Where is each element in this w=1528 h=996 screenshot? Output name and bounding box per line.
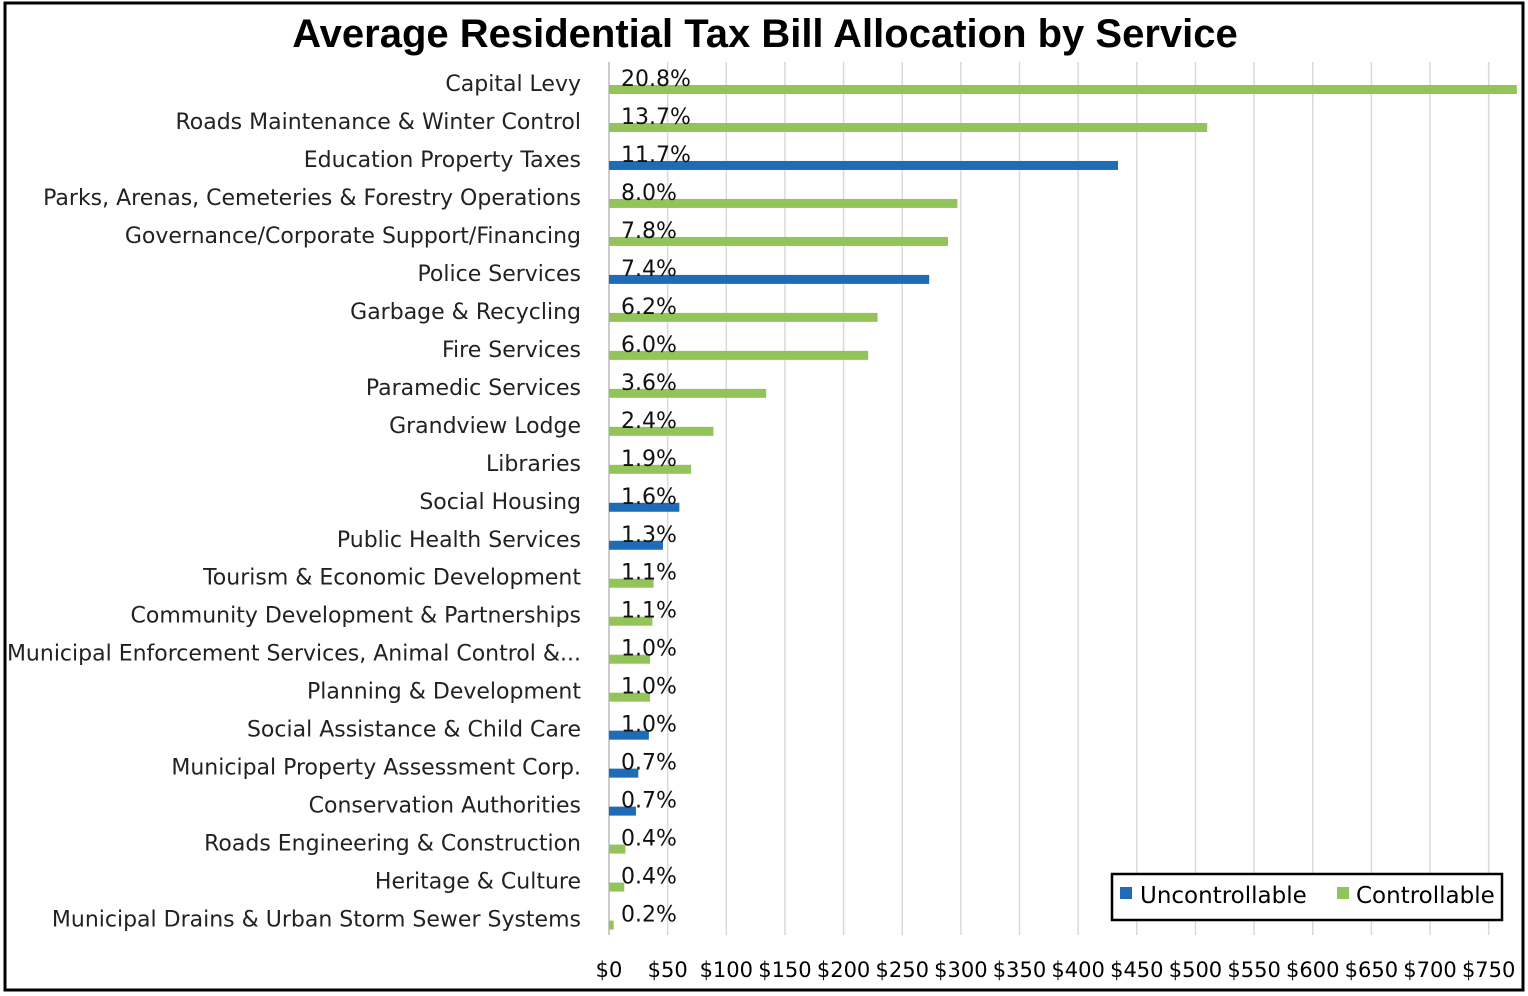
x-tick-label: $750 (1462, 958, 1515, 982)
category-label: Public Health Services (337, 528, 581, 553)
category-label: Community Development & Partnerships (131, 604, 581, 629)
category-label: Governance/Corporate Support/Financing (125, 224, 581, 249)
data-label: 2.4% (621, 409, 677, 434)
data-label: 0.4% (621, 827, 677, 852)
data-label: 1.1% (621, 561, 677, 586)
data-label: 1.9% (621, 447, 677, 472)
category-label: Capital Levy (445, 72, 581, 97)
data-label: 8.0% (621, 181, 677, 206)
category-label: Police Services (417, 262, 581, 287)
data-label: 3.6% (621, 371, 677, 396)
x-tick-label: $100 (700, 958, 753, 982)
category-label: Heritage & Culture (375, 870, 581, 895)
bar-controllable (609, 236, 948, 246)
data-label: 20.8% (621, 67, 691, 92)
bar-controllable (609, 122, 1208, 132)
x-tick-label: $0 (596, 958, 623, 982)
bar-controllable (609, 198, 958, 208)
x-tick-label: $150 (758, 958, 811, 982)
bar-controllable (609, 616, 653, 626)
x-tick-label: $50 (648, 958, 688, 982)
data-label: 1.0% (621, 713, 677, 738)
bar-controllable (609, 844, 626, 854)
category-label: Municipal Property Assessment Corp. (171, 756, 581, 781)
category-label: Parks, Arenas, Cemeteries & Forestry Ope… (43, 186, 581, 211)
category-label: Roads Engineering & Construction (204, 832, 581, 857)
data-label: 6.2% (621, 295, 677, 320)
category-label: Paramedic Services (366, 376, 581, 401)
category-label: Fire Services (442, 338, 581, 363)
data-label: 0.7% (621, 789, 677, 814)
bar-controllable (609, 85, 1517, 94)
category-label: Municipal Enforcement Services, Animal C… (7, 642, 581, 667)
category-label: Libraries (486, 452, 581, 477)
data-label: 1.3% (621, 523, 677, 548)
bar-controllable (609, 388, 767, 398)
bar-uncontrollable (609, 730, 649, 740)
category-label: Garbage & Recycling (350, 300, 581, 325)
bar-controllable (609, 350, 869, 360)
bar-uncontrollable (609, 502, 680, 512)
bar-controllable (609, 920, 614, 930)
category-label: Conservation Authorities (309, 794, 581, 819)
bar-uncontrollable (609, 160, 1119, 170)
category-label: Social Assistance & Child Care (247, 718, 581, 743)
data-label: 0.2% (621, 903, 677, 928)
bar-controllable (609, 654, 651, 664)
data-label: 1.0% (621, 675, 677, 700)
data-label: 6.0% (621, 333, 677, 358)
bar-controllable (609, 464, 692, 474)
x-tick-label: $600 (1286, 958, 1339, 982)
category-label: Roads Maintenance & Winter Control (175, 110, 581, 135)
category-label: Grandview Lodge (389, 414, 581, 439)
x-tick-label: $550 (1227, 958, 1280, 982)
bar-uncontrollable (609, 540, 663, 550)
x-tick-label: $250 (875, 958, 928, 982)
data-label: 0.7% (621, 751, 677, 776)
x-tick-label: $350 (993, 958, 1046, 982)
x-tick-label: $500 (1169, 958, 1222, 982)
legend-swatch-uncontrollable (1120, 887, 1132, 899)
x-tick-label: $450 (1110, 958, 1163, 982)
x-tick-label: $650 (1345, 958, 1398, 982)
category-label: Social Housing (419, 490, 581, 515)
category-label: Education Property Taxes (304, 148, 581, 173)
chart-title: Average Residential Tax Bill Allocation … (292, 12, 1238, 56)
category-label: Municipal Drains & Urban Storm Sewer Sys… (52, 908, 581, 933)
bar-uncontrollable (609, 274, 930, 284)
data-label: 11.7% (621, 143, 691, 168)
bar-controllable (609, 692, 651, 702)
data-label: 0.4% (621, 865, 677, 890)
x-tick-label: $200 (817, 958, 870, 982)
legend: Uncontrollable Controllable (1110, 872, 1504, 922)
data-label: 7.8% (621, 219, 677, 244)
legend-swatch-controllable (1337, 887, 1349, 899)
data-label: 7.4% (621, 257, 677, 282)
category-label: Tourism & Economic Development (202, 566, 581, 591)
data-label: 13.7% (621, 105, 691, 130)
legend-label-controllable: Controllable (1356, 883, 1495, 909)
bar-controllable (609, 578, 654, 588)
bar-controllable (609, 426, 714, 436)
x-tick-label: $300 (934, 958, 987, 982)
bar-controllable (609, 882, 625, 892)
category-label: Planning & Development (307, 680, 581, 705)
x-tick-label: $700 (1403, 958, 1456, 982)
x-tick-label: $400 (1051, 958, 1104, 982)
bar-uncontrollable (609, 768, 639, 778)
data-label: 1.6% (621, 485, 677, 510)
legend-label-uncontrollable: Uncontrollable (1140, 883, 1307, 909)
data-label: 1.1% (621, 599, 677, 624)
bar-controllable (609, 312, 878, 322)
bar-uncontrollable (609, 806, 636, 816)
legend-box (1110, 872, 1504, 922)
data-label: 1.0% (621, 637, 677, 662)
